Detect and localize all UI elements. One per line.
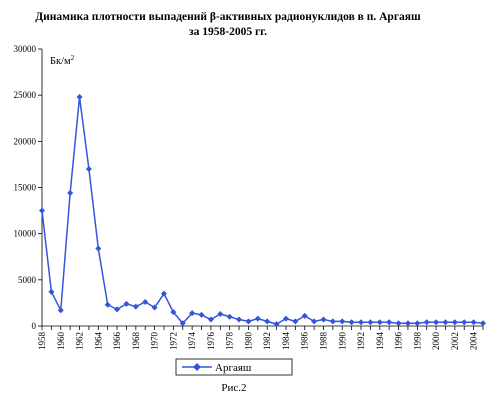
y-unit-text: Бк/м <box>50 56 71 67</box>
data-point <box>207 316 214 323</box>
x-axis: 1958 1960 1962 1964 1966 1968 1970 1972 1974 1976… <box>37 325 484 351</box>
data-point <box>123 300 130 307</box>
legend-box <box>175 358 293 376</box>
legend: Аргаяш <box>175 358 293 376</box>
data-point <box>264 318 271 325</box>
x-tick-label: 1966 <box>112 332 122 351</box>
x-tick-label: 2004 <box>469 332 479 351</box>
legend-marker <box>193 363 201 371</box>
x-tick-label: 1990 <box>337 332 347 351</box>
x-tick-label: 1986 <box>300 332 310 351</box>
chart-title-line-1: Динамика плотности выпадений β-активных … <box>35 11 421 23</box>
data-point <box>226 313 233 320</box>
data-point <box>142 298 149 305</box>
y-unit-label: Бк/м2 <box>50 54 75 67</box>
data-point <box>282 315 289 322</box>
x-tick-label: 2000 <box>431 332 441 351</box>
x-tick-label: 1998 <box>412 332 422 351</box>
data-point <box>57 307 64 314</box>
x-tick-label: 1958 <box>37 332 47 351</box>
x-tick-label: 2002 <box>450 332 460 350</box>
series-line <box>41 96 484 325</box>
data-point <box>273 321 280 328</box>
x-tick-label: 1980 <box>243 332 253 351</box>
x-tick-label: 1978 <box>225 332 235 351</box>
data-point <box>170 309 177 316</box>
data-point <box>301 312 308 319</box>
data-point <box>114 306 121 313</box>
data-point <box>292 318 299 325</box>
data-point <box>95 245 102 252</box>
data-point <box>320 316 327 323</box>
data-point <box>395 320 402 327</box>
data-point <box>85 166 92 173</box>
x-tick-label: 1982 <box>262 332 272 350</box>
y-tick-label: 0 <box>32 321 37 331</box>
data-point <box>198 311 205 318</box>
x-tick-label: 1996 <box>394 332 404 351</box>
y-tick-label: 30000 <box>14 44 37 54</box>
x-tick-label: 1968 <box>131 332 141 351</box>
y-unit-superscript: 2 <box>71 54 75 62</box>
data-point <box>358 319 365 326</box>
data-point <box>404 320 411 327</box>
x-tick-label: 1970 <box>150 332 160 351</box>
data-point <box>461 319 468 326</box>
x-tick-label: 1972 <box>168 332 178 350</box>
x-tick-label: 1962 <box>75 332 85 350</box>
x-tick-label: 1988 <box>318 332 328 351</box>
data-point <box>104 301 111 308</box>
data-point <box>179 320 186 327</box>
data-point <box>48 288 55 295</box>
x-tick-label: 1984 <box>281 332 291 351</box>
data-point <box>376 319 383 326</box>
data-point <box>236 316 243 323</box>
data-point <box>367 319 374 326</box>
data-point <box>451 319 458 326</box>
data-point <box>76 94 83 101</box>
data-point <box>311 318 318 325</box>
y-tick-label: 25000 <box>14 90 37 100</box>
legend-label: Аргаяш <box>215 362 252 374</box>
data-point <box>433 319 440 326</box>
data-point <box>414 320 421 327</box>
figure-caption: Рис.2 <box>221 382 246 394</box>
data-point <box>348 319 355 326</box>
chart-title-line-2: за 1958-2005 гг. <box>189 26 267 38</box>
data-point <box>189 310 196 317</box>
data-point <box>470 319 477 326</box>
data-point <box>480 320 486 327</box>
x-tick-label: 1994 <box>375 332 385 351</box>
x-tick-label: 1960 <box>56 332 66 351</box>
data-point <box>386 319 393 326</box>
data-point <box>442 319 449 326</box>
series-group <box>39 94 486 328</box>
data-point <box>160 290 167 297</box>
y-tick-label: 10000 <box>14 229 37 239</box>
data-point <box>132 303 139 310</box>
x-tick-label: 1974 <box>187 332 197 351</box>
data-point <box>339 318 346 325</box>
data-point <box>67 190 74 197</box>
data-point <box>217 310 224 317</box>
data-point <box>329 318 336 325</box>
x-tick-label: 1964 <box>93 332 103 351</box>
y-tick-label: 20000 <box>14 136 37 146</box>
data-point <box>254 315 261 322</box>
data-point <box>245 318 252 325</box>
y-tick-label: 5000 <box>18 275 37 285</box>
x-tick-label: 1992 <box>356 332 366 350</box>
data-point <box>423 319 430 326</box>
data-point <box>151 304 158 311</box>
data-point <box>39 207 45 214</box>
y-tick-label: 15000 <box>14 183 37 193</box>
x-tick-label: 1976 <box>206 332 216 351</box>
y-axis: 0 5000 10000 15000 20000 25000 30000 <box>14 44 43 331</box>
